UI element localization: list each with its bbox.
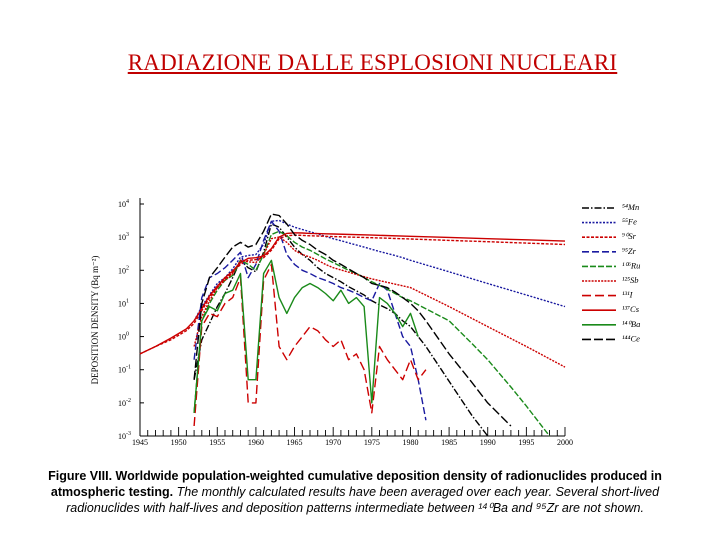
legend-label: ⁵⁴Mn [622,202,639,212]
x-tick-label: 1975 [364,438,380,447]
legend-label: ¹³¹I [622,290,634,300]
legend-label: ⁵⁵Fe [622,217,637,227]
y-axis-label-group: DEPOSITION DENSITY (Bq m⁻²) [90,256,100,385]
series-line [193,220,427,421]
series-line [193,230,551,437]
series-line [193,259,419,413]
x-tick-label: 1960 [248,438,264,447]
slide-title: RADIAZIONE DALLE ESPLOSIONI NUCLEARI [127,50,618,75]
x-tick-label: 1985 [441,438,457,447]
series-line [193,213,512,427]
series-line [139,232,566,355]
figure-caption: Figure VIII. Worldwide population-weight… [30,468,680,516]
legend-label: ⁹⁰Sr [622,231,637,241]
caption-bold-text: Worldwide population-weighted cumulative… [50,469,662,499]
caption-label: Figure VIII. [48,469,113,483]
x-tick-label: 1965 [287,438,303,447]
x-tick-label: 1945 [132,438,148,447]
series-line [193,236,566,368]
y-tick-label: 101 [118,298,129,308]
series-line [193,263,427,427]
series-line [193,219,566,322]
x-tick-label: 2000 [557,438,573,447]
x-tick-label: 1950 [171,438,187,447]
y-tick-label: 104 [118,199,129,209]
legend-label: ¹⁰⁶Ru [622,260,640,270]
x-tick-label: 1970 [325,438,341,447]
chart: DEPOSITION DENSITY (Bq m⁻²) 104 103 102 101… [88,190,688,458]
y-tick-label: 103 [118,232,129,242]
y-tick-label: 10-1 [118,365,131,375]
legend-label: ¹²⁵Sb [622,275,639,285]
y-axis-ticks: 104 103 102 101 100 10-1 10-2 10-3 [118,199,144,441]
y-tick-label: 10-2 [118,398,131,408]
legend-label: ¹³⁷Cs [622,304,640,314]
legend-label: ¹⁴⁰Ba [622,319,640,329]
legend-label: ⁹⁵Zr [622,246,637,256]
series-lines [139,213,566,437]
legend: ⁵⁴Mn ⁵⁵Fe ⁹⁰Sr ⁹⁵Zr ¹⁰⁶Ru ¹²⁵Sb ¹³¹I ¹³⁷Cs ¹⁴⁰Ba… [582,202,640,343]
x-tick-label: 1990 [480,438,496,447]
y-tick-label: 100 [118,332,129,342]
legend-label: ¹⁴⁴Ce [622,333,640,343]
y-tick-label: 10-3 [118,431,131,441]
x-axis-ticks: 1945 1950 1955 1960 1965 1970 1975 1980 1985 1990… [132,427,573,447]
series-line [193,223,489,437]
y-axis-label: DEPOSITION DENSITY (Bq m⁻²) [90,256,100,385]
x-tick-label: 1995 [518,438,534,447]
deposition-chart: DEPOSITION DENSITY (Bq m⁻²) 104 103 102 101… [90,198,640,447]
caption-italic-text: The monthly calculated results have been… [66,485,660,515]
plot-frame [139,198,565,437]
y-tick-label: 102 [118,265,129,275]
x-tick-label: 1955 [209,438,225,447]
x-tick-label: 1980 [402,438,418,447]
